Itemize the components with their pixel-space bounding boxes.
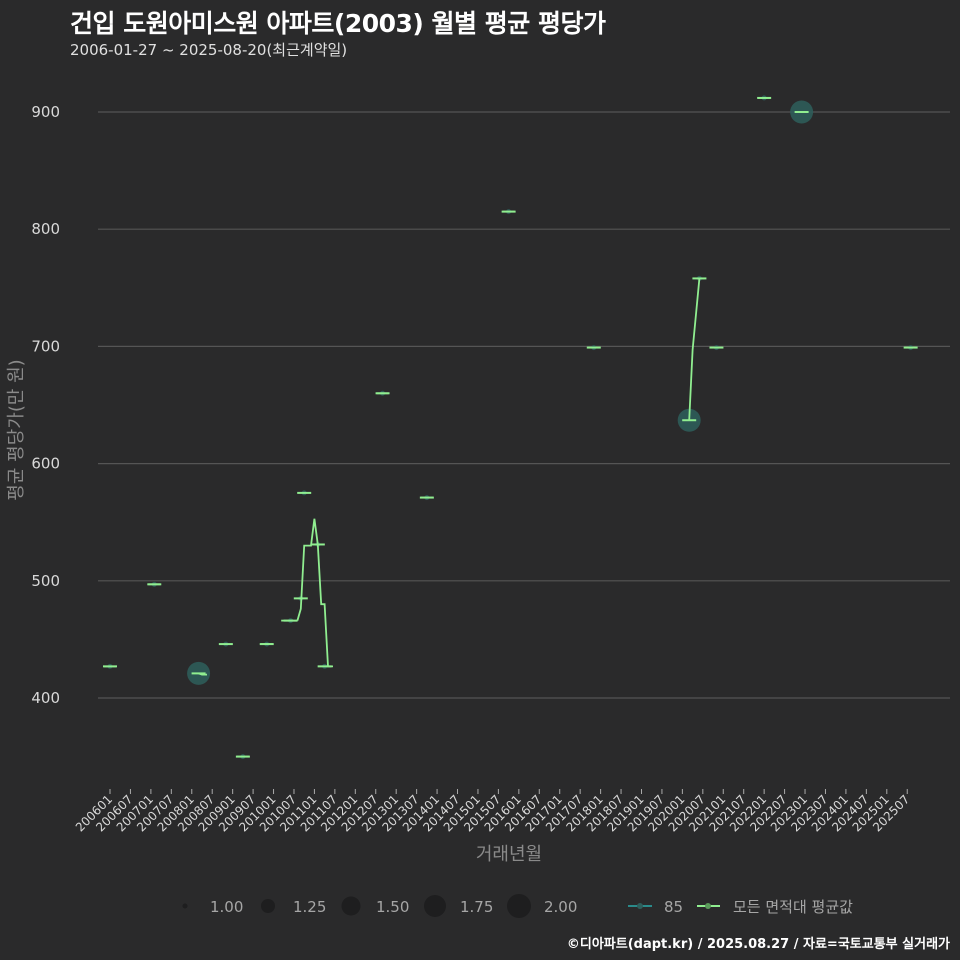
legend: 1.00 1.25 1.50 1.75 2.00 85 모든 면적대 평균값 [182,894,853,918]
legend-avg-label: 모든 면적대 평균값 [733,898,853,916]
y-axis-label: 평균 평당가(만 원) [6,359,27,500]
chart-subtitle: 2006-01-27 ~ 2025-08-20(최근계약일) [70,41,348,59]
legend-size-circle [341,896,361,916]
y-tick-label: 800 [31,220,60,238]
y-tick-label: 500 [31,572,60,590]
source-caption: ©디아파트(dapt.kr) / 2025.08.27 / 자료=국토교통부 실… [566,937,950,952]
legend-size-circle [424,895,446,917]
chart-title: 건입 도원아미스원 아파트(2003) 월별 평균 평당가 [70,9,606,38]
legend-size-label: 1.00 [210,898,243,916]
legend-85-label: 85 [664,898,683,916]
legend-size-label: 2.00 [544,898,577,916]
grid-lines [98,111,950,699]
y-tick-label: 600 [31,455,60,473]
y-axis-ticks: 400 500 600 700 800 900 [31,103,60,707]
legend-size-label: 1.25 [293,898,326,916]
y-tick-label: 700 [31,337,60,355]
legend-size-label: 1.50 [376,898,409,916]
legend-avg-dot-icon [705,903,711,909]
series-85-bubbles [103,95,918,760]
legend-size-circle [261,899,275,913]
y-tick-label: 400 [31,689,60,707]
legend-size-label: 1.75 [460,898,493,916]
legend-size-circle [507,894,531,918]
x-axis-ticks: 2006012006072007012007072008012008072009… [73,789,912,835]
average-line-segment [688,277,705,421]
average-line-segment [296,518,333,668]
y-tick-label: 900 [31,103,60,121]
legend-85-dot-icon [637,903,643,909]
series-average-line [104,97,917,758]
x-axis-label: 거래년월 [476,844,542,865]
average-line-segment [198,672,207,676]
legend-size-circle [182,903,188,909]
